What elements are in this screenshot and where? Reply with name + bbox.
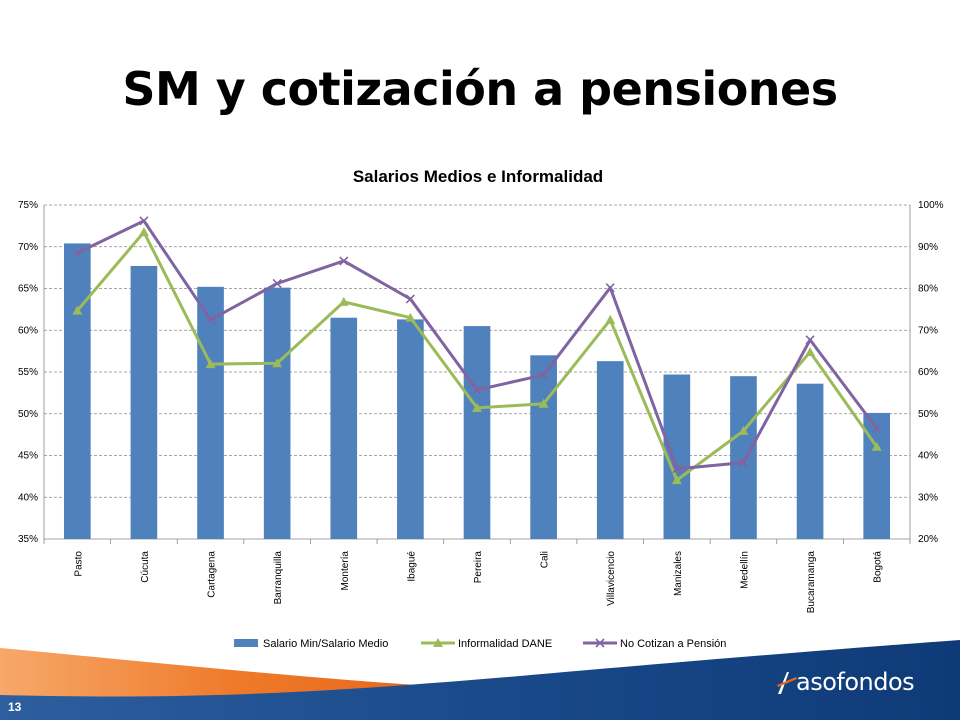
- right-tick-label: 50%: [918, 409, 938, 420]
- triangle-marker: [871, 441, 882, 451]
- left-tick-label: 50%: [18, 409, 38, 420]
- triangle-marker: [72, 305, 83, 315]
- x-marker: [272, 278, 282, 289]
- x-marker: [205, 315, 216, 325]
- bar: [397, 319, 424, 539]
- asofondos-logo: asofondos: [776, 666, 936, 700]
- page-number: 13: [8, 700, 22, 714]
- left-tick-label: 40%: [18, 492, 38, 503]
- left-tick-label: 55%: [18, 367, 38, 378]
- x-marker: [539, 370, 549, 380]
- triangle-marker: [538, 398, 549, 408]
- right-tick-label: 20%: [918, 534, 938, 545]
- right-tick-label: 30%: [918, 492, 938, 503]
- x-tick-label: Pereira: [473, 551, 484, 584]
- logo-mark-icon: [777, 672, 797, 694]
- right-tick-label: 70%: [918, 325, 938, 336]
- bar: [197, 286, 224, 539]
- triangle-marker: [338, 296, 349, 306]
- x-marker: [605, 283, 615, 293]
- triangle-marker: [805, 346, 816, 356]
- triangle-marker: [138, 227, 149, 237]
- x-tick-label: Pasto: [73, 551, 84, 577]
- legend: Salario Min/Salario Medio Informalidad DA…: [234, 638, 726, 650]
- x-tick-label: Cali: [540, 551, 551, 568]
- bar-series: [63, 243, 891, 539]
- blue-swoosh: [0, 640, 960, 720]
- right-tick-label: 40%: [918, 451, 938, 462]
- x-tick-label: Manizales: [673, 551, 684, 596]
- bar: [796, 383, 824, 539]
- bar: [63, 243, 91, 539]
- x-tick-label: Bucaramanga: [806, 551, 817, 614]
- x-marker: [805, 335, 815, 345]
- right-tick-label: 100%: [918, 200, 944, 211]
- x-tick-label: Cúcuta: [140, 551, 151, 583]
- x-tick-label: Montería: [340, 551, 351, 591]
- triangle-marker: [605, 314, 616, 324]
- x-marker: [139, 216, 149, 226]
- bar: [596, 361, 624, 539]
- x-marker: [672, 464, 682, 474]
- x-axis-labels: Pasto Cúcuta Cartagena Barranquilla Montería…: [73, 551, 883, 614]
- left-tick-label: 35%: [18, 534, 38, 545]
- right-axis-ticks: 20% 30% 40% 50% 60% 70% 80% 90% 100%: [918, 200, 944, 545]
- triangle-marker: [738, 425, 749, 435]
- triangle-marker: [671, 475, 682, 485]
- x-tick-label: Ibagué: [406, 551, 417, 582]
- x-marker: [72, 248, 82, 258]
- x-tick-label: Barranquilla: [273, 551, 284, 605]
- legend-label: Salario Min/Salario Medio: [263, 638, 388, 650]
- left-tick-label: 70%: [18, 242, 38, 253]
- left-tick-label: 45%: [18, 451, 38, 462]
- left-tick-label: 65%: [18, 284, 38, 295]
- legend-label: No Cotizan a Pensión: [620, 638, 726, 650]
- legend-swatch: [234, 639, 258, 647]
- chart-title: Salarios Medios e Informalidad: [353, 167, 603, 186]
- triangle-marker: [405, 312, 416, 322]
- bar: [530, 355, 557, 539]
- triangle-marker: [272, 358, 283, 368]
- right-tick-label: 60%: [918, 367, 938, 378]
- x-tick-label: Cartagena: [207, 551, 218, 598]
- triangle-marker: [205, 359, 216, 369]
- legend-marker: [595, 638, 605, 648]
- bar: [730, 376, 757, 539]
- bar: [330, 317, 358, 539]
- x-tick-label: Bogotá: [873, 551, 884, 583]
- bar: [130, 265, 158, 539]
- x-marker: [872, 423, 882, 433]
- left-tick-label: 60%: [18, 325, 38, 336]
- x-tick-label: Medellín: [739, 551, 750, 589]
- x-marker: [339, 256, 349, 266]
- line-series: [72, 216, 882, 485]
- x-marker: [472, 385, 482, 395]
- x-marker: [738, 458, 749, 468]
- bar: [463, 326, 491, 539]
- x-marker: [405, 294, 415, 304]
- right-tick-label: 90%: [918, 242, 938, 253]
- left-axis-ticks: 35% 40% 45% 50% 55% 60% 65% 70% 75%: [18, 200, 38, 545]
- left-tick-label: 75%: [18, 200, 38, 211]
- right-tick-label: 80%: [918, 284, 938, 295]
- legend-label: Informalidad DANE: [458, 638, 552, 650]
- legend-marker: [433, 638, 443, 647]
- slide-title: SM y cotización a pensiones: [122, 62, 838, 116]
- bar: [263, 287, 291, 539]
- triangle-marker: [472, 402, 482, 412]
- x-tick-label: Villavicencio: [606, 551, 617, 606]
